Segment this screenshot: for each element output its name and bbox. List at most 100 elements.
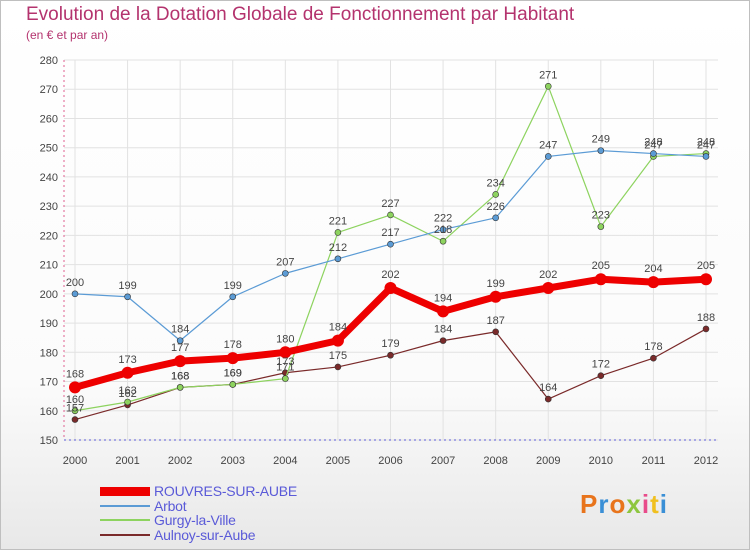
legend-item-arbot[interactable]: Arbot (100, 497, 297, 514)
y-tick-label: 230 (40, 201, 58, 213)
x-tick-label: 2009 (536, 455, 560, 467)
data-label: 247 (644, 139, 662, 151)
y-tick-label: 260 (40, 113, 58, 125)
data-label: 157 (66, 403, 84, 415)
data-label: 168 (171, 370, 189, 382)
legend-item-gurgy[interactable]: Gurgy-la-Ville (100, 512, 297, 529)
data-label: 168 (171, 370, 189, 382)
chart-legend: ROUVRES-SUR-AUBE Arbot Gurgy-la-Ville Au… (100, 483, 297, 543)
data-point (387, 351, 394, 359)
data-label: 200 (66, 277, 84, 289)
data-label: 248 (697, 137, 715, 149)
data-label: 205 (592, 260, 610, 272)
chart-subtitle: (en € et par an) (26, 28, 109, 42)
x-tick-label: 2002 (168, 455, 192, 467)
data-point (594, 273, 607, 286)
data-point (489, 290, 502, 303)
data-point (597, 147, 605, 154)
legend-label-arbot: Arbot (154, 497, 187, 514)
data-point (492, 214, 499, 222)
brand-letter: o (609, 489, 627, 519)
data-label: 249 (592, 134, 610, 146)
data-point (279, 346, 292, 359)
data-label: 168 (66, 368, 84, 380)
data-label: 172 (592, 359, 610, 371)
data-label: 173 (118, 354, 136, 366)
data-point (282, 270, 289, 277)
legend-item-rouvres[interactable]: ROUVRES-SUR-AUBE (100, 483, 297, 499)
legend-item-aulnoy[interactable]: Aulnoy-sur-Aube (100, 527, 297, 543)
y-tick-label: 170 (40, 377, 58, 389)
data-label: 218 (434, 224, 452, 236)
brand-letter: t (650, 489, 660, 519)
data-point (702, 153, 710, 160)
x-tick-label: 2010 (589, 455, 613, 467)
data-label: 207 (276, 256, 294, 268)
x-tick-label: 2011 (642, 455, 666, 467)
data-label: 164 (539, 382, 557, 394)
data-label: 178 (644, 341, 662, 353)
y-tick-label: 280 (40, 55, 58, 67)
data-label: 194 (434, 292, 452, 304)
y-tick-label: 150 (40, 435, 58, 447)
legend-swatch-aulnoy (100, 533, 150, 536)
data-point (647, 276, 660, 289)
legend-label-gurgy: Gurgy-la-Ville (154, 512, 236, 529)
data-label: 199 (118, 280, 136, 292)
y-tick-label: 240 (40, 172, 58, 184)
x-tick-label: 2008 (483, 455, 507, 467)
data-point (226, 352, 239, 365)
data-point (71, 407, 79, 415)
data-point (334, 255, 342, 263)
legend-swatch-arbot (100, 504, 150, 507)
data-label: 169 (224, 367, 242, 379)
x-tick-label: 2012 (694, 455, 718, 467)
data-point (124, 293, 131, 301)
data-label: 160 (66, 394, 84, 406)
x-tick-label: 2000 (63, 455, 87, 467)
y-tick-label: 220 (40, 230, 58, 242)
x-tick-label: 2001 (115, 455, 139, 467)
data-label: 212 (329, 242, 347, 254)
y-tick-label: 250 (40, 143, 58, 155)
data-point (439, 337, 447, 344)
data-point (439, 226, 447, 233)
data-point (334, 363, 342, 371)
data-label: 175 (329, 350, 347, 362)
y-tick-label: 270 (40, 84, 58, 96)
y-tick-label: 210 (40, 260, 58, 272)
data-point (542, 282, 555, 294)
data-point (174, 355, 187, 368)
x-tick-label: 2007 (431, 455, 455, 467)
data-label: 199 (224, 280, 242, 292)
y-tick-label: 190 (40, 318, 58, 330)
data-point (124, 398, 131, 406)
data-label: 227 (381, 198, 399, 210)
data-point (334, 229, 342, 236)
brand-letter: x (626, 489, 642, 519)
data-point (229, 293, 237, 301)
data-point (176, 337, 184, 344)
y-tick-label: 200 (40, 289, 58, 301)
data-label: 187 (486, 315, 504, 327)
data-label: 202 (381, 269, 399, 281)
data-point (702, 325, 710, 333)
data-point (387, 240, 394, 248)
data-point (492, 191, 499, 198)
x-tick-label: 2004 (273, 455, 297, 467)
data-point (331, 334, 344, 347)
data-label: 205 (697, 260, 715, 272)
data-point (282, 375, 289, 382)
data-point (229, 381, 237, 388)
data-point (650, 354, 657, 362)
data-label: 223 (592, 210, 610, 222)
data-label: 163 (118, 385, 136, 397)
data-label: 247 (539, 139, 557, 151)
data-point (69, 381, 81, 394)
data-point (544, 153, 552, 160)
data-label: 248 (644, 137, 662, 149)
data-label: 184 (171, 324, 189, 336)
data-label: 178 (224, 339, 242, 351)
